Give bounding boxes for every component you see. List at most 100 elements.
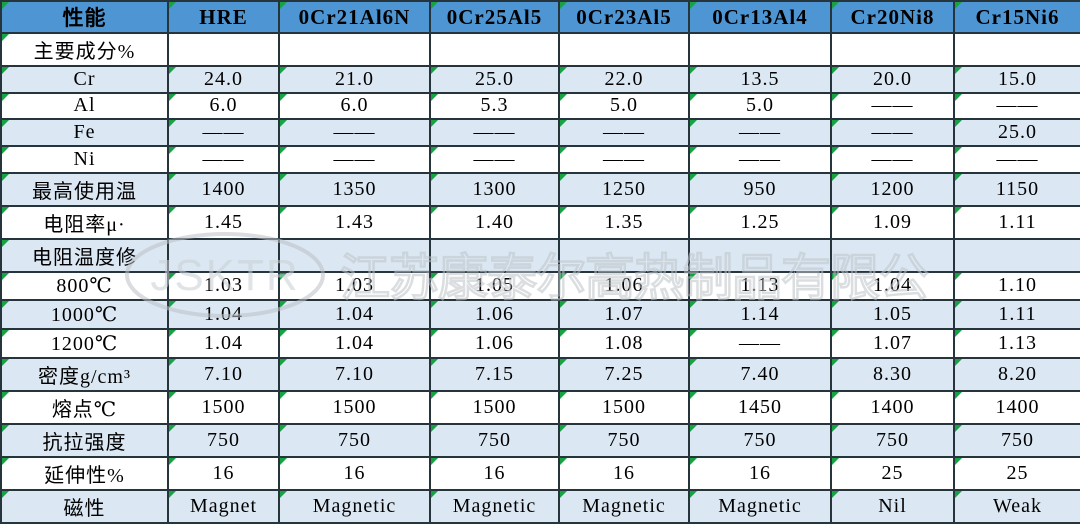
cell[interactable]: Nil: [830, 488, 955, 524]
cell[interactable]: ——: [429, 118, 560, 147]
cell[interactable]: ——: [688, 328, 832, 359]
cell[interactable]: 24.0: [167, 65, 280, 94]
cell[interactable]: 750: [830, 422, 955, 458]
cell[interactable]: 1500: [429, 389, 560, 425]
cell[interactable]: ——: [558, 118, 690, 147]
cell[interactable]: 15.0: [953, 65, 1080, 94]
column-header-6[interactable]: Cr20Ni8: [830, 0, 955, 34]
cell[interactable]: Magnetic: [278, 488, 431, 524]
cell[interactable]: [688, 31, 832, 68]
cell[interactable]: ——: [688, 118, 832, 147]
cell[interactable]: 5.3: [429, 91, 560, 121]
cell[interactable]: [558, 31, 690, 68]
cell[interactable]: ——: [830, 91, 955, 121]
cell[interactable]: 1350: [278, 171, 431, 207]
column-header-1[interactable]: HRE: [167, 0, 280, 34]
cell[interactable]: 950: [688, 171, 832, 207]
cell[interactable]: 7.10: [167, 356, 280, 392]
cell[interactable]: 6.0: [167, 91, 280, 121]
row-label[interactable]: 最高使用温: [0, 171, 169, 207]
cell[interactable]: ——: [953, 91, 1080, 121]
cell[interactable]: [429, 237, 560, 273]
cell[interactable]: ——: [429, 144, 560, 174]
row-label[interactable]: Cr: [0, 65, 169, 94]
cell[interactable]: 16: [167, 455, 280, 491]
cell[interactable]: 750: [278, 422, 431, 458]
column-header-2[interactable]: 0Cr21Al6N: [278, 0, 431, 34]
cell[interactable]: [167, 31, 280, 68]
cell[interactable]: 1.06: [429, 299, 560, 331]
cell[interactable]: 5.0: [558, 91, 690, 121]
cell[interactable]: [429, 31, 560, 68]
cell[interactable]: 1.11: [953, 299, 1080, 331]
cell[interactable]: ——: [278, 118, 431, 147]
cell[interactable]: Magnetic: [688, 488, 832, 524]
column-header-0[interactable]: 性能: [0, 0, 169, 34]
cell[interactable]: 1400: [167, 171, 280, 207]
cell[interactable]: Weak: [953, 488, 1080, 524]
cell[interactable]: ——: [830, 144, 955, 174]
column-header-3[interactable]: 0Cr25Al5: [429, 0, 560, 34]
cell[interactable]: 1.05: [830, 299, 955, 331]
cell[interactable]: 13.5: [688, 65, 832, 94]
cell[interactable]: 1.08: [558, 328, 690, 359]
cell[interactable]: 1.07: [830, 328, 955, 359]
cell[interactable]: 1.03: [167, 270, 280, 302]
cell[interactable]: 1.13: [688, 270, 832, 302]
cell[interactable]: 1.06: [429, 328, 560, 359]
cell[interactable]: [278, 31, 431, 68]
cell[interactable]: [830, 237, 955, 273]
row-label[interactable]: 延伸性%: [0, 455, 169, 491]
cell[interactable]: ——: [830, 118, 955, 147]
cell[interactable]: [953, 31, 1080, 68]
cell[interactable]: 16: [558, 455, 690, 491]
column-header-5[interactable]: 0Cr13Al4: [688, 0, 832, 34]
cell[interactable]: 1.04: [278, 328, 431, 359]
cell[interactable]: [558, 237, 690, 273]
cell[interactable]: 1.05: [429, 270, 560, 302]
cell[interactable]: 1300: [429, 171, 560, 207]
cell[interactable]: ——: [953, 144, 1080, 174]
cell[interactable]: [278, 237, 431, 273]
cell[interactable]: ——: [167, 118, 280, 147]
cell[interactable]: 1500: [278, 389, 431, 425]
cell[interactable]: 1.07: [558, 299, 690, 331]
cell[interactable]: 1.04: [167, 328, 280, 359]
cell[interactable]: 1.43: [278, 204, 431, 240]
column-header-7[interactable]: Cr15Ni6: [953, 0, 1080, 34]
cell[interactable]: ——: [558, 144, 690, 174]
cell[interactable]: 1400: [830, 389, 955, 425]
row-label[interactable]: 800℃: [0, 270, 169, 302]
cell[interactable]: 25: [830, 455, 955, 491]
cell[interactable]: 16: [278, 455, 431, 491]
cell[interactable]: 750: [167, 422, 280, 458]
cell[interactable]: Magnetic: [558, 488, 690, 524]
cell[interactable]: 1.35: [558, 204, 690, 240]
cell[interactable]: 1200: [830, 171, 955, 207]
cell[interactable]: 20.0: [830, 65, 955, 94]
row-label[interactable]: Al: [0, 91, 169, 121]
cell[interactable]: 7.15: [429, 356, 560, 392]
cell[interactable]: 1.25: [688, 204, 832, 240]
cell[interactable]: 1450: [688, 389, 832, 425]
cell[interactable]: 5.0: [688, 91, 832, 121]
cell[interactable]: 750: [953, 422, 1080, 458]
cell[interactable]: 1.03: [278, 270, 431, 302]
cell[interactable]: [953, 237, 1080, 273]
row-label[interactable]: 主要成分%: [0, 31, 169, 68]
cell[interactable]: 1.45: [167, 204, 280, 240]
cell[interactable]: Magnet: [167, 488, 280, 524]
column-header-4[interactable]: 0Cr23Al5: [558, 0, 690, 34]
cell[interactable]: ——: [688, 144, 832, 174]
cell[interactable]: 8.20: [953, 356, 1080, 392]
cell[interactable]: 1.04: [830, 270, 955, 302]
cell[interactable]: 750: [688, 422, 832, 458]
cell[interactable]: 16: [688, 455, 832, 491]
cell[interactable]: [688, 237, 832, 273]
cell[interactable]: 25.0: [429, 65, 560, 94]
cell[interactable]: 6.0: [278, 91, 431, 121]
cell[interactable]: 25: [953, 455, 1080, 491]
cell[interactable]: 22.0: [558, 65, 690, 94]
cell[interactable]: 1.13: [953, 328, 1080, 359]
cell[interactable]: 1.06: [558, 270, 690, 302]
